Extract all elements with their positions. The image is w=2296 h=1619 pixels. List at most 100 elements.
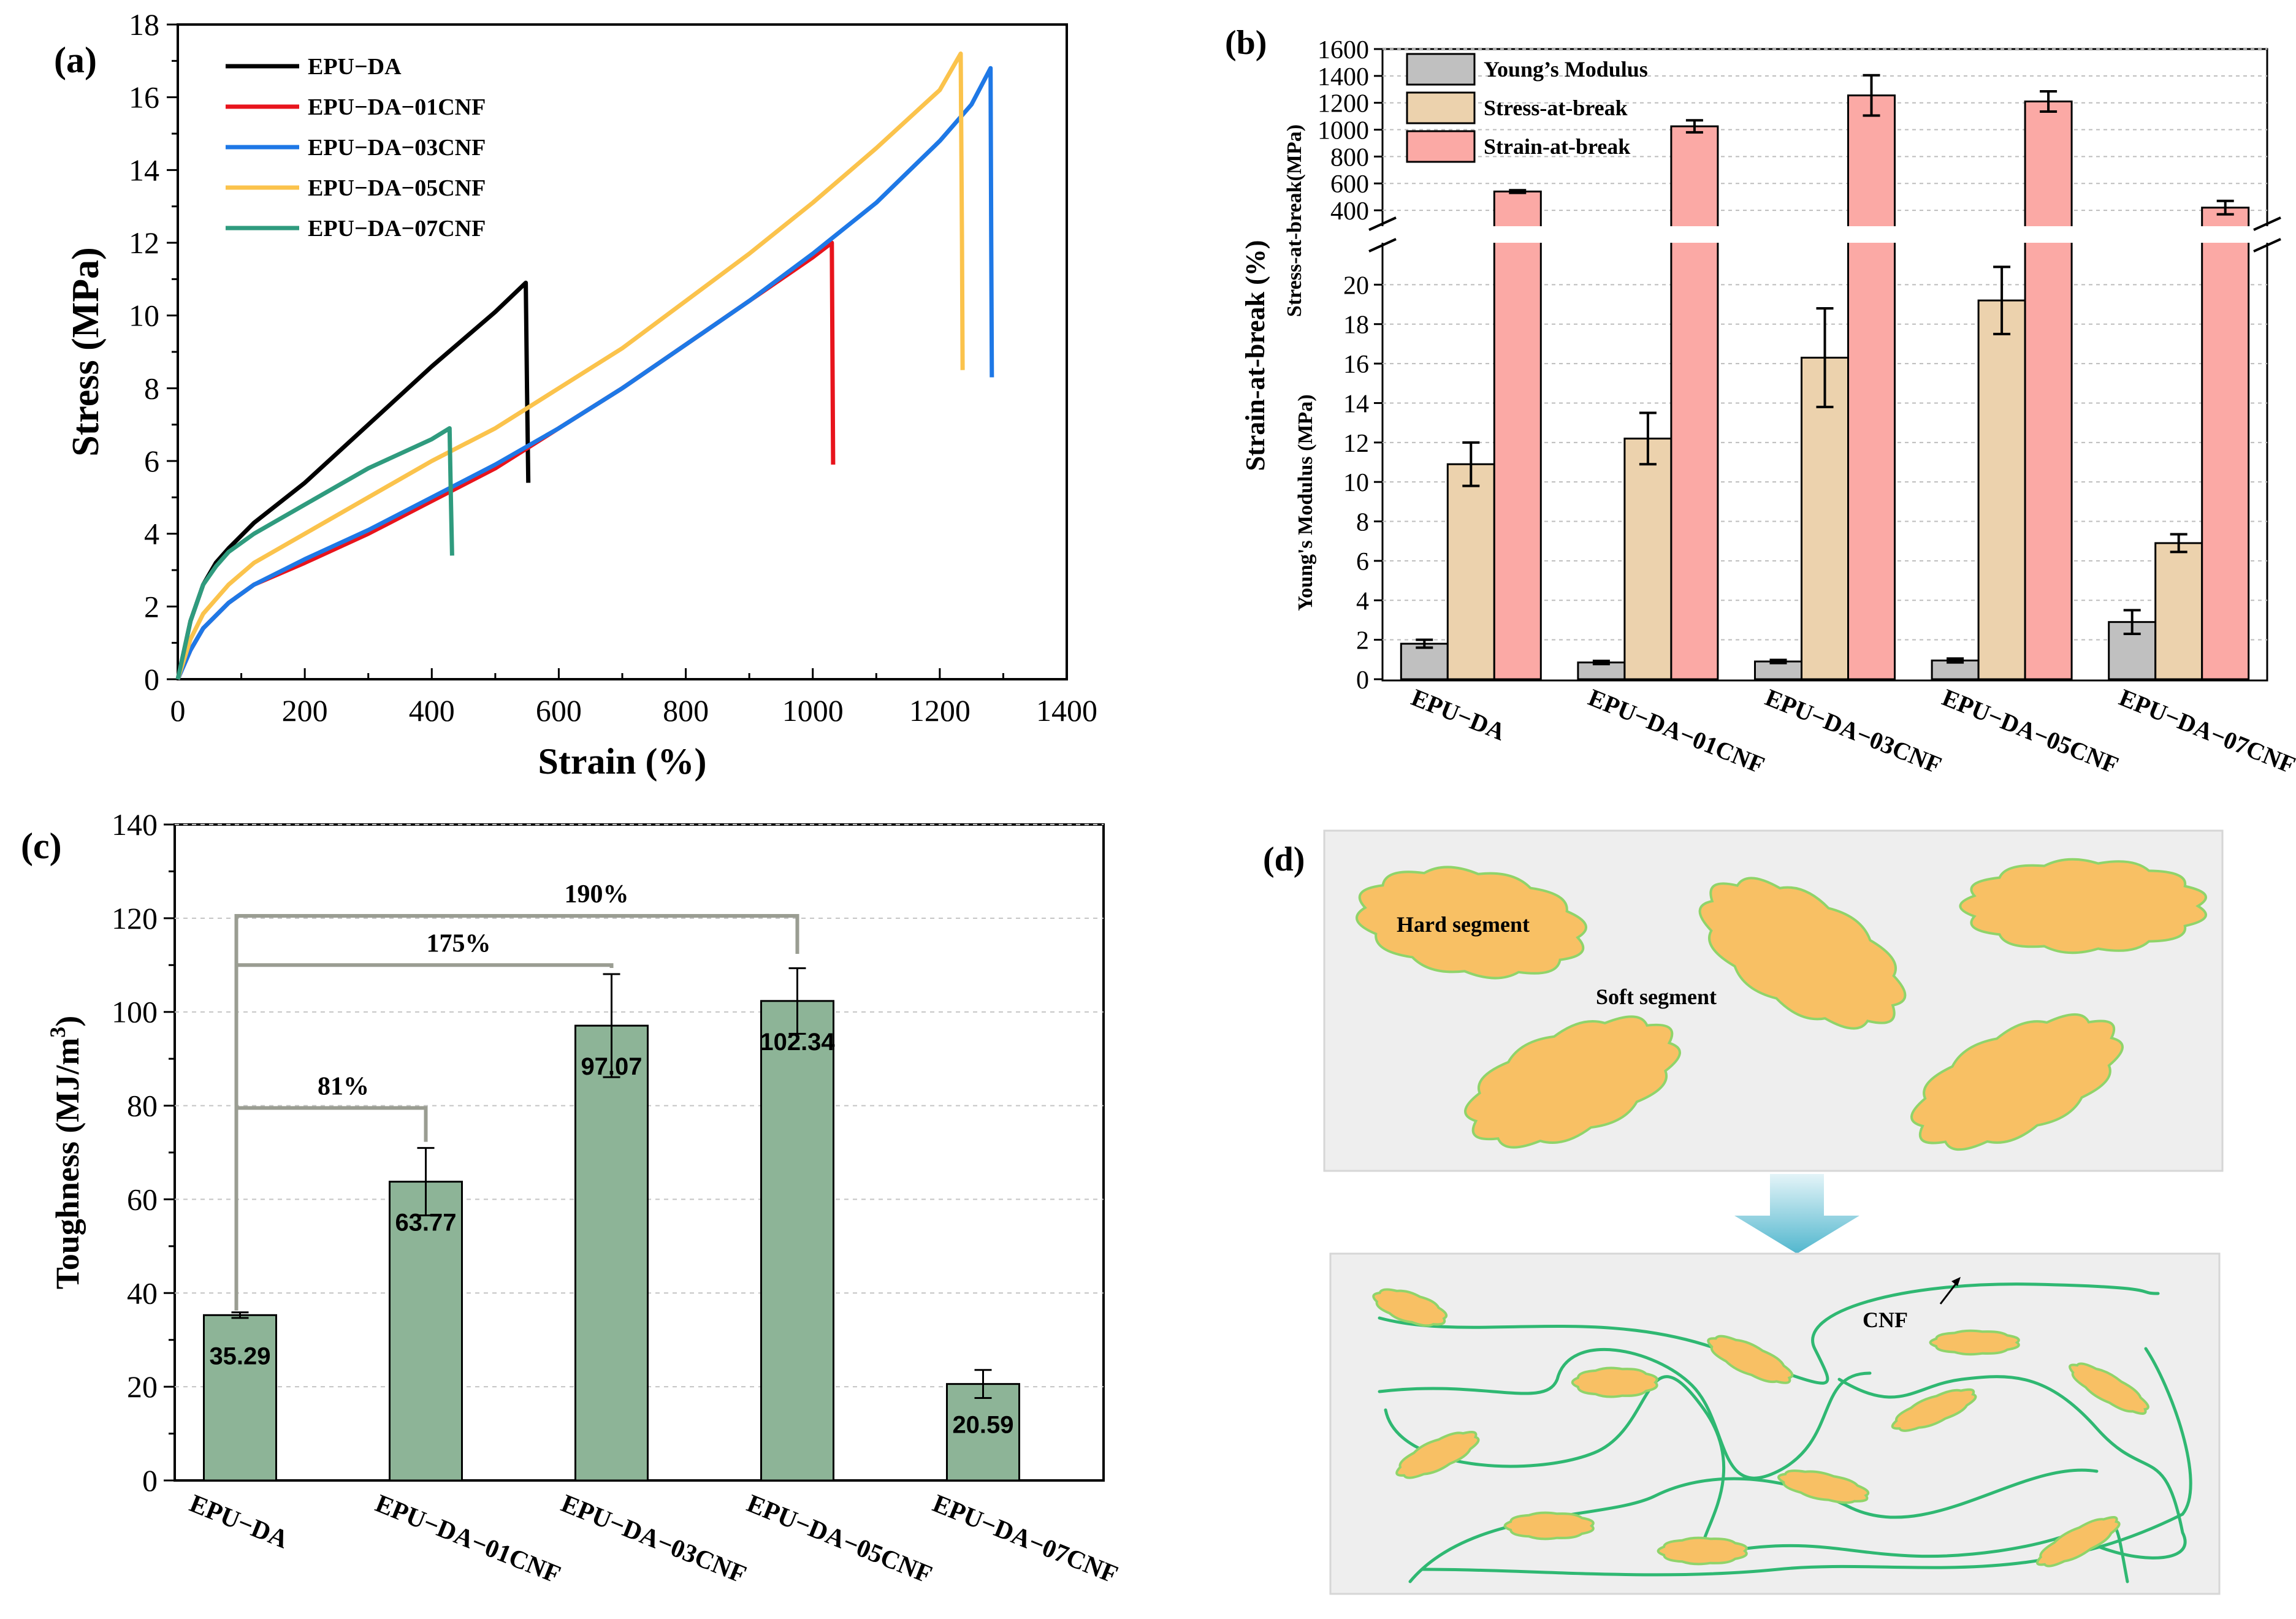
series-line [175, 280, 531, 680]
category-label: EPU−DA−01CNF [1585, 684, 1769, 779]
y-tick-label: 80 [127, 1089, 158, 1123]
panel-c-y-axis-label-sup: 3 [45, 1027, 70, 1038]
category-label: EPU−DA [1408, 684, 1509, 746]
legend-label: Stress-at-break [1484, 96, 1628, 120]
cnf-fiber [1837, 1375, 2187, 1560]
category-label: EPU−DA−05CNF [743, 1490, 936, 1590]
hard-segment-domain [1707, 1335, 1794, 1384]
y-tick-label: 16 [1343, 351, 1369, 379]
y-tick-label: 100 [112, 995, 158, 1029]
hard-segment-domain [2069, 1362, 2149, 1415]
y-tick-label: 20 [127, 1369, 158, 1404]
comparison-label: 190% [565, 880, 629, 909]
y-tick-label: 40 [127, 1276, 158, 1310]
panel-d: (d) Hard segment Soft segment CNF [1263, 829, 2224, 1595]
down-arrow-icon [1734, 1174, 1859, 1254]
hard-segment-domain [1891, 1388, 1977, 1432]
panel-a-x-axis-label: Strain (%) [538, 741, 707, 782]
bar-value-label: 20.59 [952, 1412, 1013, 1439]
legend-swatch [1406, 53, 1476, 86]
panel-a-series-lines [175, 51, 994, 680]
panel-a-letter: (a) [54, 40, 97, 80]
bar [946, 1383, 1020, 1482]
y-tick-label: 1000 [1318, 117, 1369, 145]
series-line [175, 66, 994, 680]
panel-c-y-axis-label-close: ) [49, 1016, 86, 1027]
hard-segment-domain [1395, 1431, 1480, 1479]
hard-segment-domain [1372, 1288, 1448, 1327]
hard-segment-domain [1571, 1366, 1658, 1398]
legend-swatch [1406, 130, 1476, 163]
panel-c-gridlines [175, 824, 1104, 1388]
legend-label: EPU−DA−01CNF [308, 94, 486, 120]
category-label: EPU−DA−07CNF [929, 1490, 1122, 1590]
comparison-bracket [234, 914, 799, 1311]
y-tick-label: 8 [144, 371, 159, 405]
bar-value-label: 35.29 [209, 1343, 270, 1369]
y-tick-label: 6 [1356, 548, 1369, 576]
bar [1754, 660, 1802, 680]
x-tick-label: 600 [536, 693, 582, 728]
panel-b-bars [1400, 74, 2250, 680]
bar [760, 1000, 834, 1482]
legend-label: Young’s Modulus [1484, 57, 1648, 82]
hard-segment-domain [1503, 1511, 1595, 1541]
legend-label: EPU−DA−07CNF [308, 216, 486, 242]
panel-b-y-axis-label-lower: Young's Modulus (MPa) [1294, 394, 1317, 611]
panel-c: (c) 35.29 63.77 97.07 102.34 20.59 81% 175% 19… [21, 807, 1121, 1589]
panel-d-hard-segment-label: Hard segment [1397, 912, 1530, 937]
x-tick-label: 1000 [782, 693, 844, 728]
bar [2024, 101, 2073, 680]
panel-c-comparison-brackets: 81% 175% 190% [234, 880, 799, 1311]
panel-d-cnf-label: CNF [1863, 1308, 1908, 1332]
bar-value-label: 63.77 [395, 1209, 456, 1236]
panel-a-y-axis-label: Stress (MPa) [65, 247, 107, 456]
hard-segment-domain [1356, 866, 1587, 980]
y-tick-label: 2 [144, 589, 159, 623]
cnf-fiber [1384, 1375, 2129, 1583]
y-tick-label: 1200 [1318, 90, 1369, 118]
break-mark [2253, 216, 2281, 231]
bar-value-label: 97.07 [581, 1053, 642, 1080]
panel-d-letter: (d) [1263, 840, 1305, 878]
panel-c-bars: 35.29 63.77 97.07 102.34 20.59 [203, 967, 1020, 1482]
y-tick-label: 20 [1343, 272, 1369, 300]
panel-c-axis-ticks: 0 20 40 60 80 100 120 140 [112, 807, 175, 1498]
hard-segment-domain [2036, 1516, 2121, 1568]
y-tick-label: 18 [129, 7, 159, 42]
x-tick-label: 1400 [1036, 693, 1097, 728]
panel-b: (b) 0 2 4 6 8 10 12 14 16 18 20 4006008001000120014… [1225, 24, 2296, 779]
y-tick-label: 12 [129, 226, 159, 260]
hard-segment-domain [1464, 1015, 1681, 1149]
bar [1847, 94, 1896, 680]
x-tick-label: 0 [170, 693, 186, 728]
y-tick-label: 10 [1343, 469, 1369, 497]
series-line [175, 51, 965, 680]
x-tick-label: 200 [282, 693, 328, 728]
y-tick-label: 140 [112, 807, 158, 842]
panel-b-letter: (b) [1225, 24, 1267, 62]
legend-label: Strain-at-break [1484, 134, 1630, 159]
hard-segment-domain [1910, 1013, 2124, 1151]
hard-segment-domain [1698, 877, 1907, 1030]
category-label: EPU−DA−07CNF [2115, 684, 2296, 779]
y-tick-label: 12 [1343, 430, 1369, 458]
y-tick-label: 600 [1330, 170, 1369, 199]
panel-a-plot-frame [177, 23, 1068, 680]
bar [1623, 437, 1672, 680]
panel-a-legend: EPU−DA EPU−DA−01CNF EPU−DA−03CNF EPU−DA−05C… [226, 54, 486, 242]
panel-b-legend: Young’s Modulus Stress-at-break Strain-at-… [1406, 53, 1648, 163]
bar [203, 1314, 277, 1482]
y-tick-label: 800 [1330, 143, 1369, 172]
panel-c-y-axis-label: Toughness (MJ/m3) [45, 1016, 86, 1290]
y-tick-label: 400 [1330, 197, 1369, 226]
cnf-fiber [1421, 1347, 2192, 1577]
y-tick-label: 0 [144, 662, 159, 696]
category-label: EPU−DA−05CNF [1939, 684, 2122, 779]
y-tick-label: 60 [127, 1182, 158, 1216]
bar [2154, 542, 2203, 680]
panel-d-bottom-network [1372, 1282, 2192, 1583]
y-tick-label: 120 [112, 901, 158, 935]
bar [1400, 642, 1449, 680]
